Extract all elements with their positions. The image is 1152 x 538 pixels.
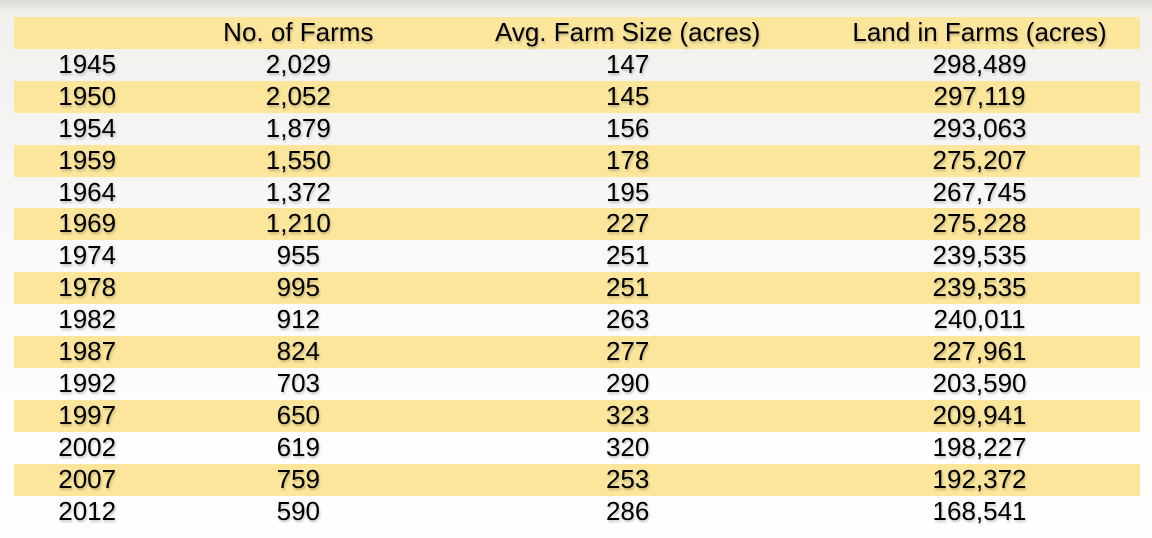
value-cell: 227	[605, 208, 650, 239]
value-cell: 1,372	[265, 176, 331, 207]
value-cell: 253	[605, 463, 650, 494]
value-cell: 824	[276, 336, 320, 367]
year-cell: 1954	[58, 112, 117, 143]
column-header-land-in-farms: Land in Farms (acres)	[852, 17, 1107, 47]
value-cell: 293,063	[932, 112, 1027, 143]
value-cell: 145	[605, 80, 650, 111]
year-cell: 1982	[58, 304, 117, 335]
value-cell: 759	[276, 463, 320, 494]
header-row: No. of Farms Avg. Farm Size (acres) Land…	[14, 17, 1140, 49]
value-cell: 955	[276, 240, 320, 271]
table-body: 1945 2,029 147 298,489 1950 2,052 145 297,119 19…	[14, 49, 1140, 528]
value-cell: 275,228	[932, 208, 1027, 239]
table-row-1945: 1945 2,029 147 298,489	[14, 49, 1140, 81]
value-cell: 298,489	[932, 48, 1027, 79]
table-row-1964: 1964 1,372 195 267,745	[14, 177, 1140, 209]
year-cell: 1950	[58, 80, 117, 111]
year-cell: 1974	[58, 240, 117, 271]
value-cell: 590	[276, 495, 320, 526]
value-cell: 703	[276, 367, 320, 398]
value-cell: 203,590	[932, 367, 1027, 398]
value-cell: 277	[605, 336, 650, 367]
value-cell: 251	[605, 272, 650, 303]
value-cell: 168,541	[932, 495, 1027, 526]
value-cell: 2,029	[265, 48, 331, 79]
year-cell: 1964	[58, 176, 117, 207]
table-row-1954: 1954 1,879 156 293,063	[14, 113, 1140, 145]
value-cell: 227,961	[932, 336, 1027, 367]
table-row-2007: 2007 759 253 192,372	[14, 463, 1140, 496]
year-cell: 1997	[58, 399, 117, 430]
table-header: No. of Farms Avg. Farm Size (acres) Land…	[14, 17, 1140, 49]
value-cell: 239,535	[932, 272, 1027, 303]
value-cell: 239,535	[932, 240, 1027, 271]
table-row-2012: 2012 590 286 168,541	[14, 496, 1140, 528]
table-row-1997: 1997 650 323 209,941	[14, 399, 1140, 432]
table-row-2002: 2002 619 320 198,227	[14, 432, 1140, 464]
table-row-1959: 1959 1,550 178 275,207	[14, 144, 1140, 177]
value-cell: 912	[276, 304, 320, 335]
value-cell: 198,227	[932, 431, 1027, 462]
table-row-1982: 1982 912 263 240,011	[14, 304, 1140, 336]
value-cell: 178	[605, 144, 650, 175]
value-cell: 263	[605, 304, 650, 335]
year-cell: 1978	[58, 272, 117, 303]
table-row-1950: 1950 2,052 145 297,119	[14, 80, 1140, 113]
value-cell: 2,052	[265, 80, 331, 111]
year-cell: 1969	[58, 208, 117, 239]
value-cell: 209,941	[932, 399, 1027, 430]
value-cell: 147	[605, 48, 650, 79]
column-header-avg-farm-size: Avg. Farm Size (acres)	[494, 17, 761, 47]
year-cell: 1959	[58, 144, 117, 175]
value-cell: 195	[605, 176, 650, 207]
column-header-year	[14, 17, 160, 49]
value-cell: 1,210	[265, 208, 331, 239]
value-cell: 267,745	[932, 176, 1027, 207]
value-cell: 192,372	[932, 463, 1027, 494]
table-row-1974: 1974 955 251 239,535	[14, 240, 1140, 272]
table-row-1987: 1987 824 277 227,961	[14, 336, 1140, 368]
year-cell: 1945	[58, 48, 117, 79]
table-row-1992: 1992 703 290 203,590	[14, 368, 1140, 400]
value-cell: 290	[605, 367, 650, 398]
table-row-1969: 1969 1,210 227 275,228	[14, 208, 1140, 241]
value-cell: 1,879	[265, 112, 331, 143]
value-cell: 286	[605, 495, 650, 526]
value-cell: 1,550	[265, 144, 331, 175]
value-cell: 240,011	[933, 304, 1026, 335]
value-cell: 650	[276, 399, 320, 430]
value-cell: 323	[605, 399, 650, 430]
year-cell: 1987	[58, 336, 117, 367]
column-header-no-of-farms: No. of Farms	[223, 17, 374, 47]
value-cell: 275,207	[932, 144, 1027, 175]
year-cell: 2002	[58, 431, 117, 462]
year-cell: 2012	[58, 495, 117, 526]
year-cell: 1992	[58, 367, 117, 398]
value-cell: 156	[605, 112, 650, 143]
value-cell: 995	[276, 272, 320, 303]
value-cell: 320	[605, 431, 650, 462]
value-cell: 619	[276, 431, 320, 462]
table-row-1978: 1978 995 251 239,535	[14, 272, 1140, 305]
value-cell: 297,119	[933, 80, 1026, 111]
value-cell: 251	[605, 240, 650, 271]
year-cell: 2007	[58, 463, 117, 494]
farm-statistics-table: No. of Farms Avg. Farm Size (acres) Land…	[14, 17, 1140, 528]
